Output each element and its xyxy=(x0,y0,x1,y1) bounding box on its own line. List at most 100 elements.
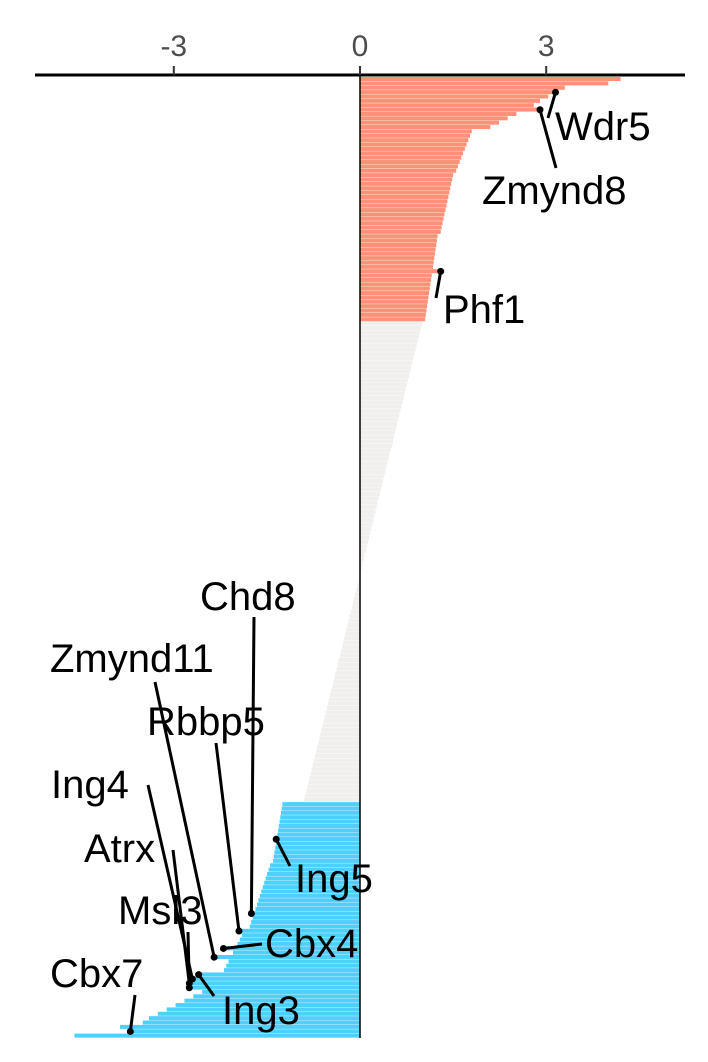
leader-line-cbx4 xyxy=(223,942,263,950)
bar-positive xyxy=(360,208,446,213)
tick-label: 0 xyxy=(352,30,369,63)
bar-negative xyxy=(249,924,360,929)
bar-neutral xyxy=(360,422,398,427)
bar-positive xyxy=(360,256,435,261)
bar-neutral xyxy=(360,352,415,357)
bar-neutral xyxy=(307,784,360,789)
bar-negative xyxy=(276,837,360,842)
bar-neutral xyxy=(354,592,360,597)
bar-neutral xyxy=(348,618,360,623)
bar-positive xyxy=(360,277,432,282)
bar-neutral xyxy=(360,426,397,431)
bar-neutral xyxy=(351,605,360,610)
leader-line-rbbp5 xyxy=(214,742,241,932)
bar-negative xyxy=(277,832,360,837)
bar-neutral xyxy=(305,793,360,798)
bar-neutral xyxy=(306,789,360,794)
bar-neutral xyxy=(360,382,407,387)
bar-neutral xyxy=(360,518,374,523)
bar-negative xyxy=(214,955,360,960)
bar-negative xyxy=(275,841,360,846)
bar-neutral xyxy=(360,395,404,400)
leader-line-cbx7 xyxy=(128,994,137,1032)
bar-neutral xyxy=(344,636,360,641)
bar-neutral xyxy=(360,531,371,536)
bar-neutral xyxy=(360,540,368,545)
bar-neutral xyxy=(360,369,411,374)
bar-negative xyxy=(251,920,360,925)
bar-positive xyxy=(360,142,467,147)
bar-neutral xyxy=(352,601,360,606)
bar-negative xyxy=(267,872,360,877)
bar-neutral xyxy=(326,706,360,711)
bar-neutral xyxy=(360,343,417,348)
bar-negative xyxy=(242,933,360,938)
point-wdr5 xyxy=(552,88,560,96)
bar-positive xyxy=(360,77,621,82)
bar-neutral xyxy=(360,470,386,475)
bar-neutral xyxy=(347,623,360,628)
point-cbx7 xyxy=(126,1027,134,1035)
bar-negative xyxy=(189,985,360,990)
bar-neutral xyxy=(356,588,360,593)
point-ing3 xyxy=(195,971,203,979)
bar-negative xyxy=(279,819,360,824)
bar-positive xyxy=(360,282,431,287)
bars-group xyxy=(74,77,621,1038)
bar-neutral xyxy=(345,631,360,636)
bar-negative xyxy=(282,802,360,807)
bar-neutral xyxy=(360,478,384,483)
bar-positive xyxy=(360,264,434,269)
bar-positive xyxy=(360,177,453,182)
bar-negative xyxy=(264,880,360,885)
gene-label-cbx4: Cbx4 xyxy=(265,922,358,966)
bar-neutral xyxy=(308,780,360,785)
bar-neutral xyxy=(360,505,377,510)
bar-positive xyxy=(360,138,469,143)
bar-positive xyxy=(360,133,470,138)
bar-neutral xyxy=(360,391,405,396)
bar-negative xyxy=(270,863,360,868)
bar-negative xyxy=(265,876,360,881)
gene-label-zmynd8: Zmynd8 xyxy=(482,169,627,213)
bar-neutral xyxy=(360,448,391,453)
bar-positive xyxy=(360,238,437,243)
bar-positive xyxy=(360,107,540,112)
bar-neutral xyxy=(360,553,365,558)
gene-label-atrx: Atrx xyxy=(84,827,155,871)
bar-negative xyxy=(238,928,360,933)
bar-negative xyxy=(142,1020,360,1025)
bar-positive xyxy=(360,225,442,230)
bar-neutral xyxy=(360,325,421,331)
bar-positive xyxy=(360,103,534,108)
bar-negative xyxy=(258,898,360,903)
bar-negative xyxy=(120,1024,360,1029)
bar-negative xyxy=(166,1007,360,1012)
bar-neutral xyxy=(360,509,376,514)
bar-neutral xyxy=(360,496,379,501)
bar-neutral xyxy=(360,561,363,566)
bar-neutral xyxy=(330,692,360,697)
bar-negative xyxy=(224,968,360,973)
bar-negative xyxy=(228,959,360,964)
bar-negative xyxy=(239,937,360,942)
leader-line-zmynd8 xyxy=(538,109,558,169)
leader-line-zmynd11 xyxy=(153,681,216,958)
bar-negative xyxy=(192,976,360,981)
gene-label-ing3: Ing3 xyxy=(222,989,300,1033)
bar-neutral xyxy=(360,439,393,444)
bar-negative xyxy=(130,1029,360,1034)
bar-positive xyxy=(360,269,441,274)
bar-neutral xyxy=(360,408,401,413)
bar-positive xyxy=(360,98,540,103)
bar-neutral xyxy=(358,579,360,584)
bar-neutral xyxy=(360,500,378,505)
bar-neutral xyxy=(360,457,389,462)
bar-positive xyxy=(360,181,452,186)
bar-neutral xyxy=(313,758,360,763)
bar-neutral xyxy=(331,688,360,693)
bar-positive xyxy=(360,168,457,173)
gene-label-rbbp5: Rbbp5 xyxy=(147,700,265,744)
bar-positive xyxy=(360,317,426,322)
bar-neutral xyxy=(343,640,360,645)
